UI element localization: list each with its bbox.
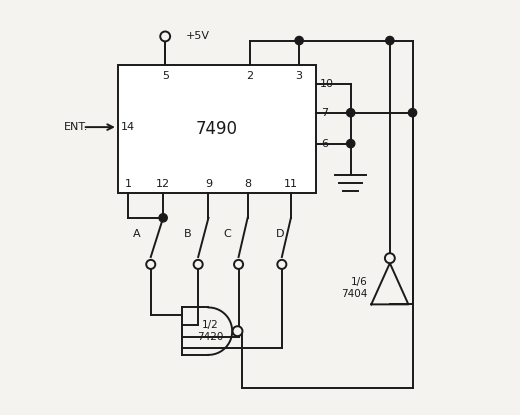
Text: 7490: 7490 xyxy=(196,120,238,138)
Text: 7: 7 xyxy=(321,107,328,118)
Text: 1/2
7420: 1/2 7420 xyxy=(198,320,224,342)
Text: 8: 8 xyxy=(244,179,251,189)
Circle shape xyxy=(346,109,355,117)
Text: 14: 14 xyxy=(121,122,135,132)
Text: 6: 6 xyxy=(321,139,328,149)
Text: 3: 3 xyxy=(296,71,303,81)
Text: +5V: +5V xyxy=(186,32,210,42)
Text: 11: 11 xyxy=(284,179,298,189)
Circle shape xyxy=(386,37,394,45)
Circle shape xyxy=(193,260,203,269)
Text: B: B xyxy=(184,229,192,239)
Text: ENT.: ENT. xyxy=(64,122,88,132)
Circle shape xyxy=(385,253,395,263)
Circle shape xyxy=(232,326,242,336)
Text: D: D xyxy=(276,229,285,239)
Circle shape xyxy=(346,139,355,148)
Text: 9: 9 xyxy=(205,179,212,189)
Circle shape xyxy=(234,260,243,269)
Circle shape xyxy=(146,260,155,269)
Circle shape xyxy=(408,109,417,117)
Text: 1: 1 xyxy=(125,179,132,189)
Text: C: C xyxy=(223,229,231,239)
Bar xyxy=(118,65,316,193)
Circle shape xyxy=(295,37,303,45)
Circle shape xyxy=(159,214,167,222)
Text: 10: 10 xyxy=(320,79,334,89)
Text: A: A xyxy=(133,229,140,239)
Text: 12: 12 xyxy=(156,179,170,189)
Text: 1/6
7404: 1/6 7404 xyxy=(341,277,367,299)
Text: 2: 2 xyxy=(246,71,253,81)
Circle shape xyxy=(160,32,170,42)
Circle shape xyxy=(277,260,287,269)
Text: 5: 5 xyxy=(162,71,168,81)
